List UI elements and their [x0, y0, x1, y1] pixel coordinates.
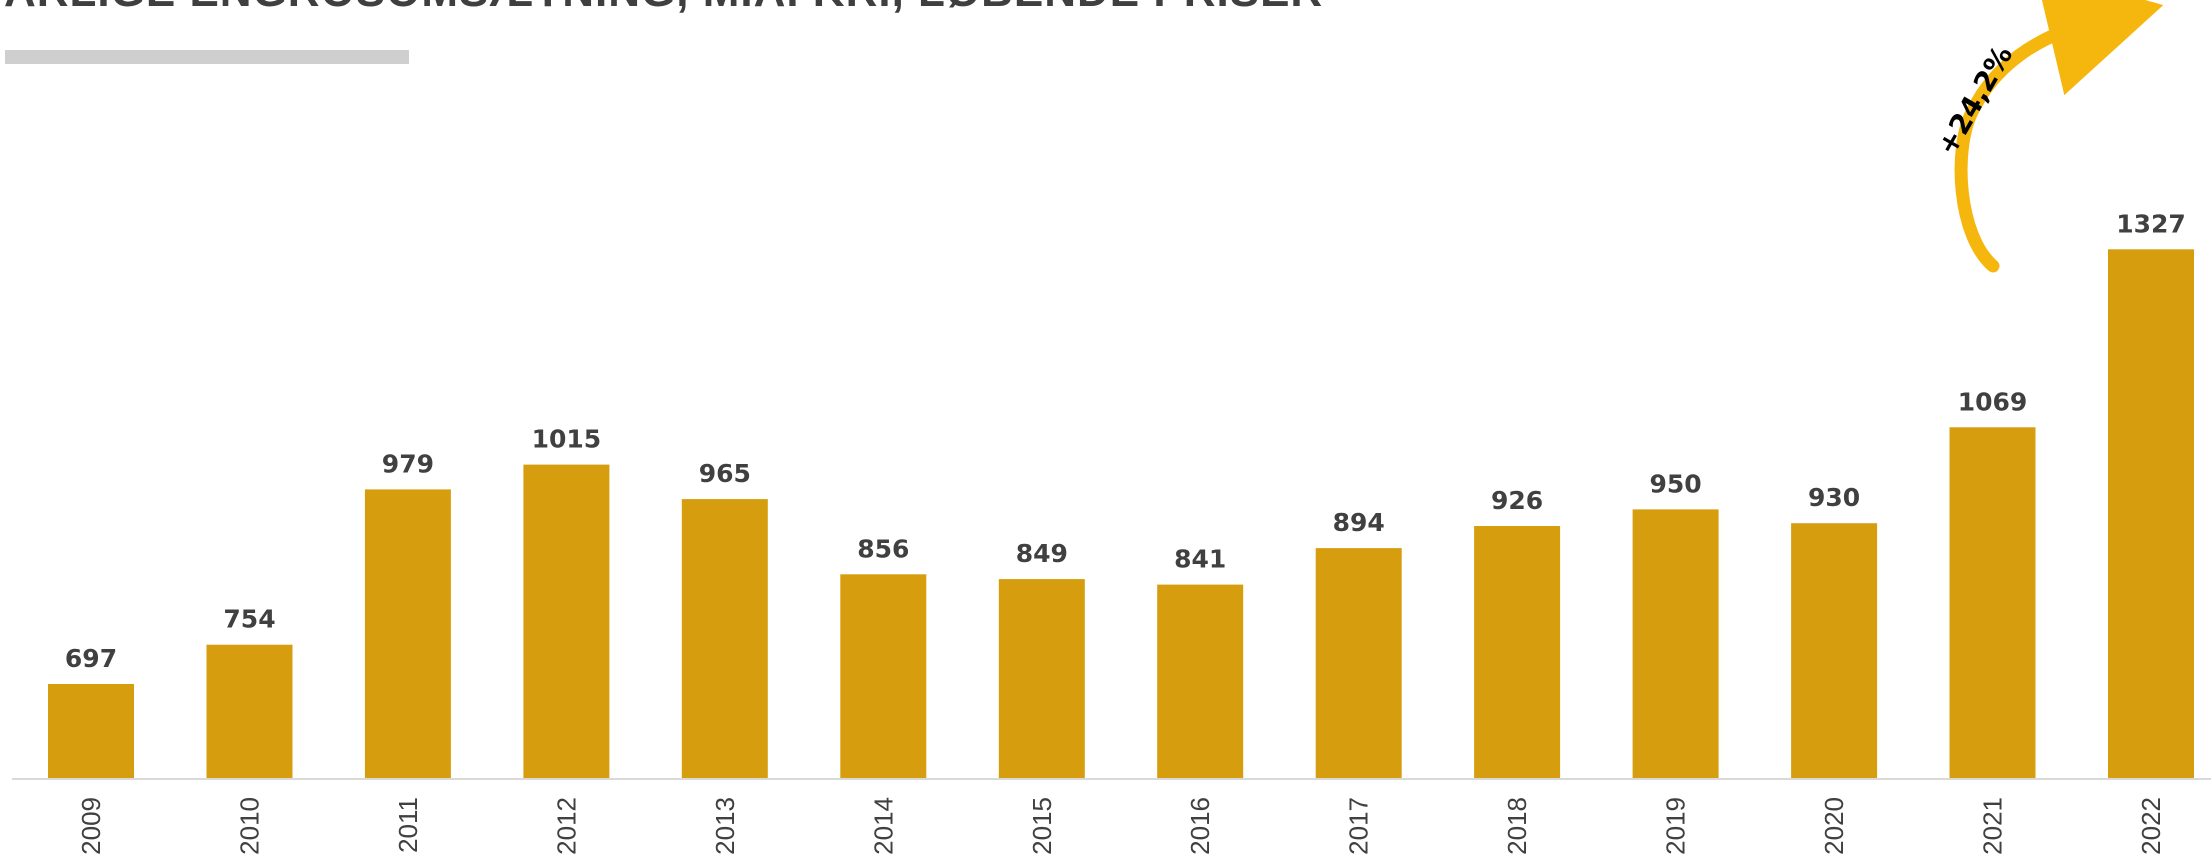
bar-2010: [206, 644, 293, 778]
x-tick-label-2021: 2021: [1978, 797, 2008, 855]
bar-2016: [1157, 584, 1244, 778]
bar-2019: [1632, 509, 1719, 778]
x-tick-label-2019: 2019: [1661, 797, 1691, 855]
bar-2018: [1474, 526, 1561, 778]
value-label-2011: 979: [382, 449, 434, 478]
value-label-2019: 950: [1650, 469, 1702, 498]
value-label-2017: 894: [1333, 508, 1385, 537]
bar-2014: [840, 574, 927, 778]
x-tick-label-2009: 2009: [76, 797, 106, 855]
bar-2009: [48, 684, 134, 778]
x-tick-label-2017: 2017: [1344, 797, 1374, 855]
growth-annotation-group: +24,2%: [1930, 0, 2164, 273]
title-underline-bar: [5, 50, 409, 64]
x-tick-label-2012: 2012: [551, 797, 581, 855]
value-label-2010: 754: [223, 605, 275, 634]
x-tick-label-2010: 2010: [235, 797, 265, 855]
x-tick-label-2013: 2013: [710, 797, 740, 855]
bar-2021: [1949, 427, 2036, 778]
x-tick-labels-group: 2009 2010 2011 2012 2013 2014 2015 2016 2017 2018…: [76, 797, 2166, 855]
bar-2020: [1791, 523, 1878, 778]
value-label-2016: 841: [1174, 545, 1226, 574]
bar-2011: [364, 489, 451, 778]
value-label-2009: 697: [65, 644, 117, 673]
value-label-2021: 1069: [1958, 387, 2028, 416]
x-tick-label-2016: 2016: [1185, 797, 1215, 855]
value-label-2012: 1015: [532, 425, 602, 454]
x-tick-label-2018: 2018: [1502, 797, 1532, 855]
bar-2012: [523, 464, 610, 778]
x-tick-label-2014: 2014: [868, 797, 898, 855]
bars-group: [48, 249, 2194, 779]
value-label-2014: 856: [857, 534, 909, 563]
value-label-2018: 926: [1491, 486, 1543, 515]
bar-2022: [2108, 249, 2194, 779]
x-tick-label-2020: 2020: [1819, 797, 1849, 855]
bar-2017: [1315, 548, 1402, 778]
bar-2013: [681, 499, 768, 778]
growth-label: +24,2%: [1930, 40, 2019, 161]
x-tick-label-2011: 2011: [393, 797, 423, 853]
value-label-2015: 849: [1016, 539, 1068, 568]
bar-2015: [998, 579, 1085, 778]
x-tick-label-2015: 2015: [1027, 797, 1057, 855]
chart-title: ÅRLIGE ENGROSOMSÆTNING, MIA. KR., LØBEND…: [4, 0, 1323, 14]
x-tick-label-2022: 2022: [2136, 797, 2166, 855]
growth-arrow: [1954, 0, 2164, 273]
value-label-2013: 965: [699, 459, 751, 488]
value-label-2020: 930: [1808, 483, 1860, 512]
value-labels-group: 697 754 979 1015 965 856 849 841 894 926 950 930 106…: [65, 209, 2186, 673]
value-label-2022: 1327: [2116, 209, 2186, 238]
